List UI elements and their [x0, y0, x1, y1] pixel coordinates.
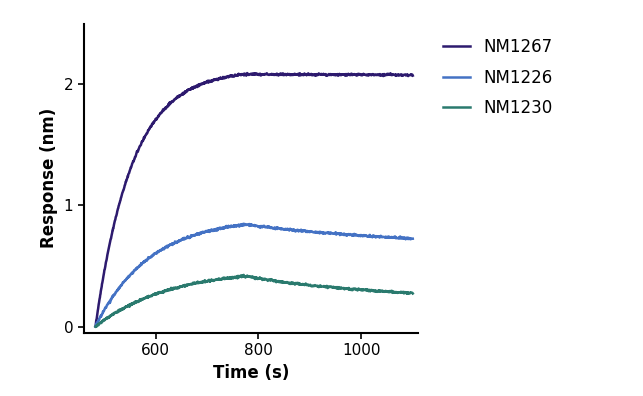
- NM1226: [161, 245, 169, 250]
- NM1267: [161, 106, 169, 111]
- NM1226: [240, 221, 248, 226]
- NM1267: [91, 324, 99, 329]
- NM1267: [358, 72, 365, 77]
- NM1230: [91, 324, 99, 329]
- NM1230: [121, 305, 129, 310]
- NM1230: [409, 291, 417, 296]
- NM1267: [243, 70, 251, 75]
- NM1226: [91, 324, 99, 329]
- NM1230: [300, 282, 308, 287]
- Line: NM1267: NM1267: [95, 73, 413, 326]
- Y-axis label: Response (nm): Response (nm): [40, 108, 58, 248]
- NM1230: [206, 279, 214, 284]
- NM1226: [206, 228, 214, 233]
- NM1226: [409, 236, 417, 241]
- NM1230: [240, 272, 248, 277]
- NM1230: [358, 288, 365, 293]
- Line: NM1230: NM1230: [95, 275, 413, 327]
- NM1226: [300, 228, 308, 233]
- NM1230: [316, 284, 323, 288]
- NM1267: [316, 72, 323, 77]
- Line: NM1226: NM1226: [95, 224, 413, 326]
- NM1226: [121, 279, 129, 284]
- NM1267: [121, 183, 129, 188]
- NM1226: [358, 233, 365, 238]
- NM1267: [206, 80, 214, 84]
- NM1226: [316, 231, 323, 236]
- X-axis label: Time (s): Time (s): [213, 364, 289, 382]
- NM1230: [161, 288, 169, 293]
- Legend: NM1267, NM1226, NM1230: NM1267, NM1226, NM1230: [443, 38, 552, 117]
- NM1267: [300, 72, 308, 76]
- NM1267: [409, 73, 417, 78]
